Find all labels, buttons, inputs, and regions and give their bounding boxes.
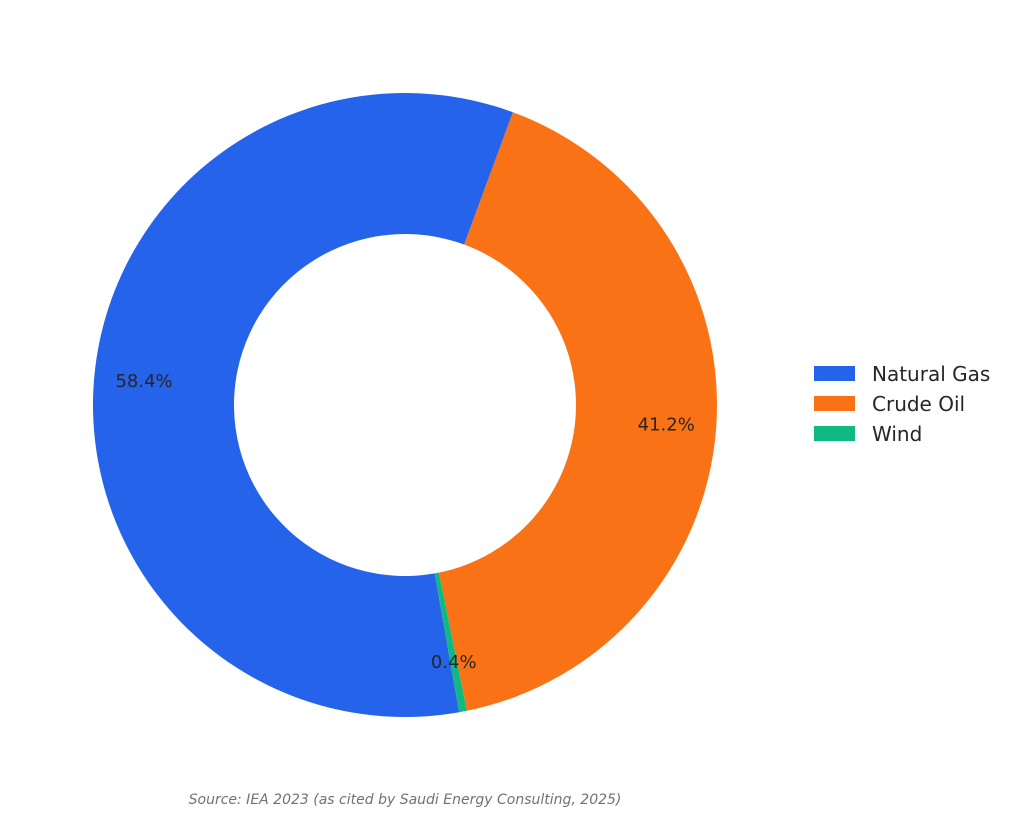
legend-swatch-crude-oil [814,396,855,411]
slice-label-wind: 0.4% [431,652,477,673]
slice-natural-gas [93,92,513,717]
slice-label-natural-gas: 58.4% [115,371,172,392]
legend-label-natural-gas: Natural Gas [872,362,990,386]
slice-wind [434,572,467,713]
legend: Natural Gas Crude Oil Wind [814,362,990,446]
legend-swatch-natural-gas [814,366,855,381]
donut-slices [93,92,718,717]
legend-label-crude-oil: Crude Oil [872,392,965,416]
legend-label-wind: Wind [872,422,922,446]
legend-swatch-wind [814,426,855,441]
slice-labels: 58.4% 41.2% 0.4% [115,371,694,673]
source-note: Source: IEA 2023 (as cited by Saudi Ener… [188,792,622,808]
slice-crude-oil [438,112,718,711]
slice-label-crude-oil: 41.2% [638,415,695,436]
